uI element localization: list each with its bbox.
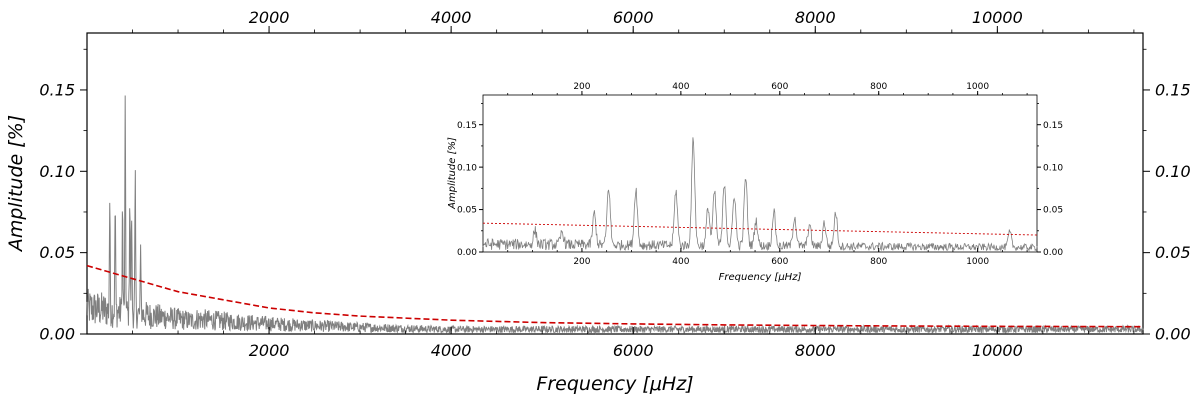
main-xtick-label: 8000 [795,341,836,360]
main-ytick-label-left: 0.05 [39,243,75,262]
inset-ytick-label-right: 0.05 [1043,206,1063,216]
main-xtick-label: 6000 [613,341,654,360]
inset-ytick-label-right: 0.15 [1043,121,1063,131]
main-xtick-label-top: 6000 [613,8,654,27]
main-ytick-label-right: 0.05 [1155,243,1191,262]
main-ytick-label-right: 0.00 [1155,325,1191,344]
main-xtick-label: 10000 [972,341,1023,360]
inset-ytick-label-right: 0.10 [1043,163,1063,173]
inset-threshold-line [482,222,1038,236]
inset-xtick-label-top: 800 [870,82,887,92]
main-y-axis-label: Amplitude [%] [5,115,27,253]
main-spectrum-line [86,95,1144,335]
inset-xtick-label-top: 600 [771,82,788,92]
inset-xtick-label: 1000 [966,257,989,267]
inset-plot: 200 200 400 400 600 600 800 800 1000 1000 0.00 0.00… [457,82,1063,267]
main-ytick-label-right: 0.15 [1155,81,1191,100]
main-ytick-label-left: 0.10 [39,162,75,181]
inset-ytick-label-left: 0.05 [457,206,477,216]
inset-ytick-label-right: 0.00 [1043,248,1063,258]
main-xtick-label: 4000 [431,341,472,360]
inset-ytick-label-left: 0.15 [457,121,477,131]
inset-xtick-label-top: 200 [573,82,590,92]
main-xtick-label-top: 10000 [972,8,1023,27]
main-xtick-label-top: 2000 [249,8,290,27]
main-ytick-label-right: 0.10 [1155,162,1191,181]
inset-xtick-label-top: 1000 [966,82,989,92]
inset-y-axis-label: Amplitude [%] [447,137,458,210]
inset-xtick-label: 400 [672,257,689,267]
main-x-axis-label: Frequency [μHz] [536,373,693,395]
inset-frame [482,94,1038,253]
main-ytick-label-left: 0.15 [39,81,75,100]
inset-x-axis-label: Frequency [μHz] [719,272,802,283]
main-xtick-label: 2000 [249,341,290,360]
inset-xtick-label-top: 400 [672,82,689,92]
main-xtick-label-top: 8000 [795,8,836,27]
inset-ytick-label-left: 0.00 [457,248,477,258]
inset-xtick-label: 800 [870,257,887,267]
inset-xtick-label: 600 [771,257,788,267]
inset-xtick-label: 200 [573,257,590,267]
main-ytick-label-left: 0.00 [39,325,75,344]
inset-spectrum-line [482,137,1038,252]
inset-ytick-label-left: 0.10 [457,163,477,173]
main-threshold-line [86,264,1144,328]
main-xtick-label-top: 4000 [431,8,472,27]
